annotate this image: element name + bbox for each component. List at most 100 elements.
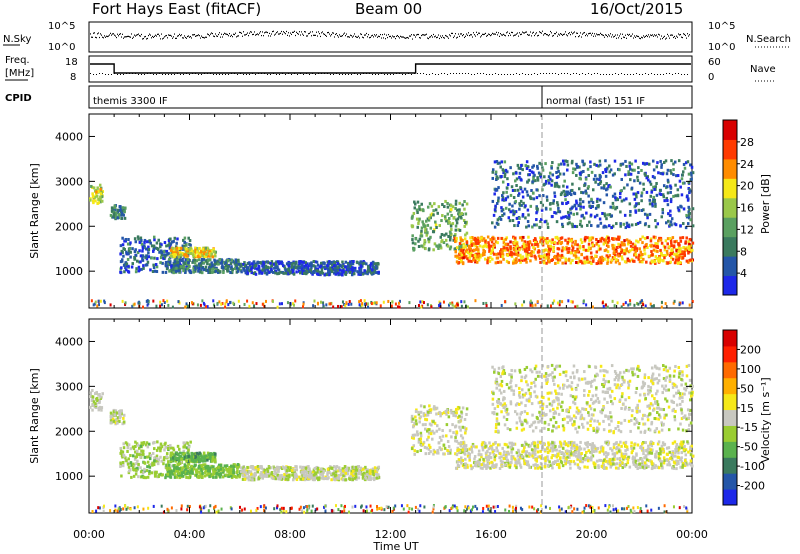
scatter-cell [145, 257, 149, 261]
scatter-cell [603, 214, 607, 218]
scatter-cell [672, 301, 675, 305]
nave-point [543, 73, 544, 74]
scatter-cell [151, 270, 155, 274]
scatter-cell [111, 417, 115, 421]
nsky-point [411, 34, 412, 36]
scatter-cell [109, 421, 113, 425]
scatter-cell [602, 186, 606, 190]
scatter-cell [174, 250, 177, 254]
scatter-cell [657, 171, 660, 175]
nsky-point [183, 37, 184, 39]
scatter-cell [169, 451, 173, 455]
scatter-cell [91, 403, 95, 407]
scatter-cell [176, 466, 179, 470]
scatter-cell [590, 224, 593, 228]
scatter-cell [145, 441, 149, 445]
scatter-cell [93, 392, 97, 396]
scatter-cell [685, 236, 688, 240]
scatter-cell [628, 202, 632, 206]
nave-point [96, 74, 97, 75]
scatter-cell [185, 475, 188, 479]
nsky-point [561, 33, 562, 35]
scatter-cell [638, 181, 642, 185]
scatter-cell [189, 252, 193, 256]
scatter-cell [177, 267, 181, 271]
scatter-cell [364, 302, 367, 306]
scatter-cell [634, 192, 638, 196]
scatter-cell [420, 202, 423, 206]
nsky-point [534, 34, 535, 37]
scatter-cell [359, 266, 363, 270]
nsky-point [551, 32, 552, 34]
scatter-cell [195, 250, 199, 254]
scatter-cell [206, 268, 210, 272]
scatter-cell [551, 214, 554, 218]
scatter-cell [668, 236, 672, 240]
scatter-cell [171, 459, 175, 463]
scatter-cell [518, 258, 521, 262]
nsky-point [605, 34, 606, 36]
nsky-point [211, 32, 212, 34]
scatter-cell [619, 222, 622, 226]
scatter-cell [515, 171, 518, 175]
nsky-point [376, 34, 377, 36]
scatter-cell [673, 252, 676, 256]
scatter-cell [613, 192, 617, 196]
scatter-cell [119, 446, 122, 450]
scatter-cell [281, 302, 284, 306]
scatter-cell [660, 305, 663, 309]
scatter-cell [687, 180, 690, 184]
scatter-cell [600, 255, 604, 259]
scatter-cell [595, 177, 599, 181]
scatter-cell [686, 222, 690, 226]
scatter-cell [460, 212, 464, 216]
nsky-point [576, 32, 577, 34]
scatter-cell [495, 159, 499, 163]
scatter-cell [133, 457, 137, 461]
scatter-cell [611, 224, 615, 228]
scatter-cell [151, 451, 155, 455]
nsky-point [233, 33, 234, 35]
scatter-cell [168, 256, 172, 260]
scatter-cell [685, 259, 689, 263]
scatter-cell [464, 212, 468, 216]
nsky-point [494, 33, 495, 35]
scatter-cell [109, 411, 113, 415]
nsky-point [649, 36, 650, 38]
scatter-cell [516, 247, 520, 251]
nsky-point [520, 33, 521, 36]
nsky-point [461, 33, 462, 35]
scatter-cell [134, 472, 138, 476]
scatter-cell [654, 261, 657, 265]
scatter-cell [654, 202, 657, 206]
nsky-point [562, 34, 563, 36]
scatter-cell [567, 213, 571, 217]
scatter-cell [168, 241, 171, 245]
scatter-cell [201, 254, 204, 258]
scatter-cell [597, 248, 601, 252]
nave-point [270, 74, 271, 75]
scatter-cell [134, 248, 137, 252]
nave-point [294, 73, 295, 74]
nsky-point [323, 33, 324, 35]
scatter-cell [544, 181, 548, 185]
scatter-cell [679, 224, 682, 228]
nsky-point [204, 37, 205, 39]
scatter-cell [298, 266, 302, 270]
scatter-cell [341, 260, 344, 264]
scatter-cell [417, 219, 421, 223]
scatter-cell [183, 469, 187, 473]
scatter-cell [529, 196, 532, 200]
nsky-point [346, 33, 347, 35]
nsky-point [369, 37, 370, 39]
scatter-cell [166, 252, 169, 256]
nsky-point [415, 36, 416, 38]
nave-point [102, 73, 103, 74]
nsky-point [391, 37, 392, 39]
scatter-cell [168, 269, 171, 273]
nsky-point [631, 35, 632, 37]
scatter-cell [361, 302, 364, 306]
scatter-cell [390, 304, 393, 308]
scatter-cell [494, 172, 498, 176]
scatter-cell [684, 247, 687, 251]
